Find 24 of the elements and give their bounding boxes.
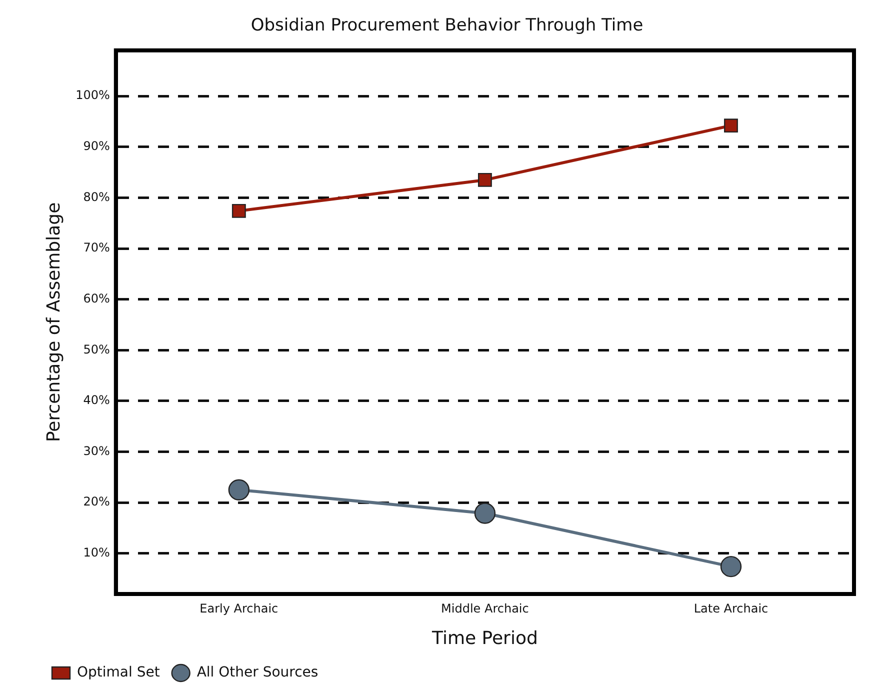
point (474, 502, 496, 524)
x-tick-label: Early Archaic (200, 601, 278, 616)
y-tick-label: 70% (83, 240, 110, 255)
x-tick-label: Middle Archaic (441, 601, 529, 616)
legend-label: Optimal Set (77, 664, 160, 681)
point (724, 118, 738, 133)
y-tick-label: 40% (83, 393, 110, 408)
y-tick-label: 50% (83, 342, 110, 356)
y-tick-label: 10% (83, 545, 110, 560)
y-tick-label: 20% (83, 494, 110, 509)
point (228, 479, 250, 500)
y-tick-label: 100% (76, 88, 110, 102)
x-axis-title: Time Period (431, 628, 538, 649)
chart-title: Obsidian Procurement Behavior Through Time (250, 16, 644, 36)
x-tick-label: Late Archaic (694, 601, 768, 616)
y-tick-label: 30% (83, 444, 110, 458)
point (232, 204, 246, 218)
y-tick-label: 90% (83, 139, 110, 154)
point (478, 172, 492, 187)
point (720, 556, 742, 578)
y-tick-label: 80% (83, 190, 110, 204)
y-axis-title: Percentage of Assemblage (43, 202, 64, 442)
y-tick-label: 60% (83, 291, 110, 306)
legend-label: All Other Sources (196, 664, 318, 681)
